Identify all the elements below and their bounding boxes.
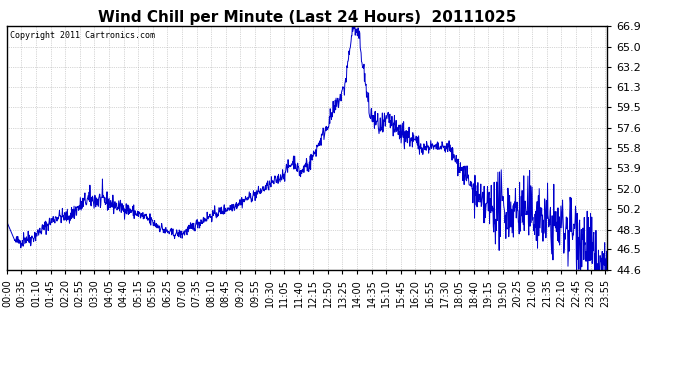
Title: Wind Chill per Minute (Last 24 Hours)  20111025: Wind Chill per Minute (Last 24 Hours) 20… — [98, 10, 516, 25]
Text: Copyright 2011 Cartronics.com: Copyright 2011 Cartronics.com — [10, 31, 155, 40]
